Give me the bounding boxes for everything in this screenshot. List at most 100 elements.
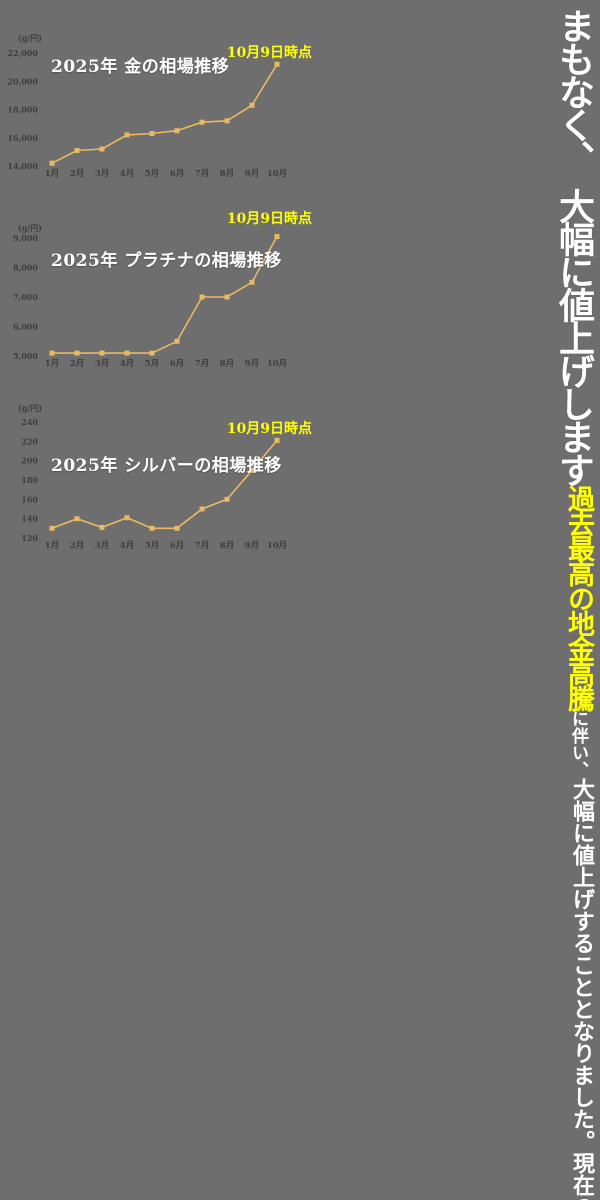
data-point-marker (174, 338, 180, 344)
x-axis-tick-label: 10月 (267, 541, 287, 551)
gold-y-axis-unit-label: (g/円) (17, 33, 42, 43)
x-axis-tick-label: 6月 (170, 541, 184, 551)
silver-as-of-date-label: 10月9日時点 (226, 421, 312, 437)
platinum-chart-plot: 5,000 6,000 7,000 8,000 9,000 1月 2月 3月 4月 5月 6月 7月 8… (13, 233, 287, 369)
message-column-reason-line: 過去最高の地金高騰に伴い、 (341, 485, 594, 778)
data-point-marker (274, 61, 280, 67)
y-axis-tick-label: 6,000 (13, 322, 38, 332)
data-point-marker (199, 506, 205, 512)
data-point-marker (224, 496, 230, 502)
highlighted-text: 過去最高の地金高騰 (563, 485, 594, 710)
data-point-marker (74, 148, 80, 153)
data-point-marker (74, 350, 80, 356)
x-axis-tick-label: 10月 (267, 169, 287, 179)
x-axis-tick-label: 2月 (70, 169, 84, 179)
data-point-marker (49, 160, 55, 166)
data-point-marker (249, 279, 255, 285)
gold-price-chart: 14,000 16,000 18,000 20,000 22,000 1月 2月 3月 4月 5月… (0, 28, 334, 190)
platinum-y-axis-unit-label: (g/円) (17, 223, 42, 233)
gold-as-of-date-label: 10月9日時点 (226, 45, 312, 61)
x-axis-tick-label: 4月 (120, 541, 134, 551)
message-text: まもなく、 大幅に値上げします (553, 8, 595, 485)
data-point-marker (249, 102, 255, 108)
data-point-marker (124, 132, 130, 138)
y-axis-tick-label: 5,000 (13, 351, 38, 361)
y-axis-tick-label: 7,000 (13, 292, 38, 302)
x-axis-tick-label: 9月 (245, 359, 259, 369)
data-point-marker (74, 516, 80, 522)
x-axis-tick-label: 9月 (245, 169, 259, 179)
x-axis-tick-label: 4月 (120, 359, 134, 369)
x-axis-tick-label: 3月 (95, 169, 109, 179)
x-axis-tick-label: 6月 (170, 359, 184, 369)
message-text: に伴い、 (568, 710, 588, 778)
x-axis-tick-label: 1月 (45, 359, 59, 369)
price-line (51, 63, 278, 164)
y-axis-tick-label: 240 (21, 417, 38, 427)
x-axis-tick-label: 10月 (267, 359, 287, 369)
x-axis-tick-label: 2月 (70, 359, 84, 369)
data-point-marker (99, 146, 105, 152)
y-axis-tick-label: 9,000 (13, 233, 38, 243)
message-column-announce-line: 大幅に値上げすることとなりました。 (343, 778, 595, 1152)
data-point-marker (149, 525, 155, 531)
x-axis-tick-label: 8月 (220, 541, 234, 551)
price-increase-message: まもなく、 大幅に値上げします 過去最高の地金高騰に伴い、 大幅に値上げすることとな… (336, 8, 595, 1200)
message-text: 大幅に値上げすることとなりました。 (569, 778, 595, 1152)
x-axis-tick-label: 7月 (195, 541, 209, 551)
y-axis-tick-label: 140 (21, 514, 38, 524)
data-point-marker (249, 467, 255, 473)
y-axis-tick-label: 200 (21, 456, 38, 466)
x-axis-tick-label: 9月 (245, 541, 259, 551)
platinum-chart-title: 2025年 プラチナの相場推移 (51, 251, 282, 271)
x-axis-tick-label: 5月 (145, 169, 159, 179)
x-axis-tick-label: 1月 (45, 541, 59, 551)
x-axis-tick-label: 2月 (70, 541, 84, 551)
message-column-ratio-line: 現在の価格より1.5～2倍に値上げする商品もございます。 (341, 1152, 595, 1200)
y-axis-tick-label: 120 (21, 533, 38, 543)
x-axis-tick-label: 7月 (195, 359, 209, 369)
y-axis-tick-label: 220 (21, 436, 38, 446)
y-axis-tick-label: 160 (21, 494, 38, 504)
data-point-marker (124, 515, 130, 521)
data-point-marker (224, 118, 230, 124)
x-axis-tick-label: 8月 (220, 169, 234, 179)
data-point-marker (224, 294, 230, 300)
x-axis-tick-label: 1月 (45, 169, 59, 179)
y-axis-tick-label: 8,000 (13, 263, 38, 273)
data-point-marker (49, 350, 55, 356)
price-increase-notice: { "colors": { "background": "#6e6e6e", "… (0, 8, 595, 1200)
silver-chart-title: 2025年 シルバーの相場推移 (51, 456, 282, 476)
x-axis-tick-label: 5月 (145, 359, 159, 369)
data-point-marker (49, 525, 55, 531)
data-point-marker (99, 350, 105, 356)
data-point-marker (199, 294, 205, 300)
y-axis-tick-label: 22,000 (7, 48, 38, 58)
x-axis-tick-label: 8月 (220, 359, 234, 369)
price-line (52, 236, 278, 354)
x-axis-tick-label: 3月 (95, 541, 109, 551)
data-point-marker (124, 350, 130, 356)
x-axis-tick-label: 7月 (195, 169, 209, 179)
y-axis-tick-label: 180 (21, 475, 38, 485)
message-column-headline: まもなく、 大幅に値上げします (354, 8, 595, 485)
x-axis-tick-label: 6月 (170, 169, 184, 179)
platinum-as-of-date-label: 10月9日時点 (226, 211, 312, 227)
data-point-marker (174, 525, 180, 531)
data-point-marker (274, 234, 280, 239)
x-axis-tick-label: 3月 (95, 359, 109, 369)
silver-price-chart: 120 140 160 180 200 220 240 1月 2月 3月 4月 5月 6月 7月 8月 9月 1… (0, 395, 334, 563)
data-point-marker (174, 128, 180, 134)
data-point-marker (199, 119, 205, 125)
platinum-price-chart: 5,000 6,000 7,000 8,000 9,000 1月 2月 3月 4月 5月 6月 7月 8… (0, 200, 334, 378)
y-axis-tick-label: 14,000 (7, 161, 38, 171)
message-text: 現在の価格より (569, 1152, 595, 1200)
data-point-marker (149, 350, 155, 356)
data-point-marker (99, 524, 105, 530)
x-axis-tick-label: 5月 (145, 541, 159, 551)
data-point-marker (274, 437, 280, 443)
gold-chart-plot: 14,000 16,000 18,000 20,000 22,000 1月 2月 3月 4月 5月… (7, 48, 287, 179)
silver-y-axis-unit-label: (g/円) (17, 403, 42, 413)
data-point-marker (149, 131, 155, 136)
silver-chart-plot: 120 140 160 180 200 220 240 1月 2月 3月 4月 5月 6月 7月 8月 9月 1… (21, 417, 287, 551)
